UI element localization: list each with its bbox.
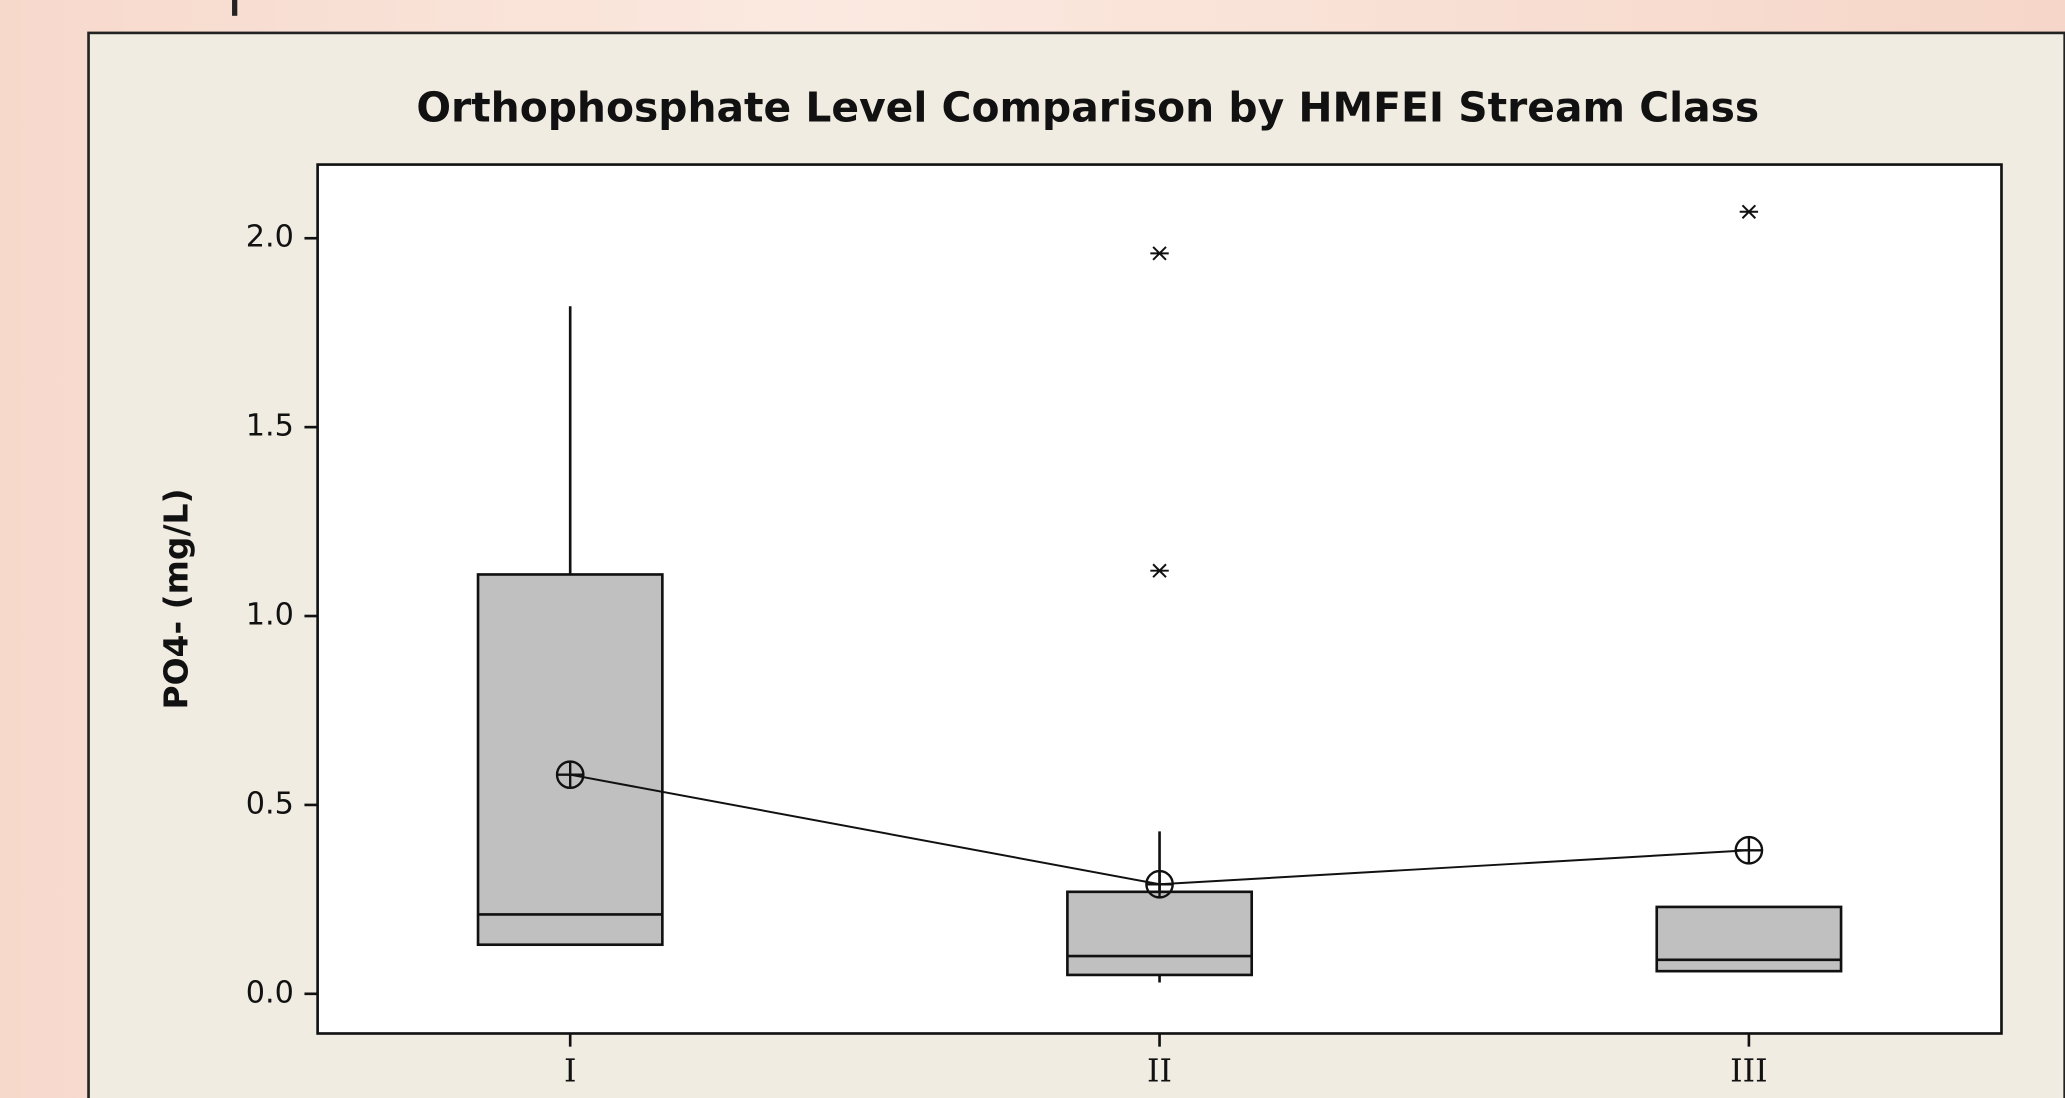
x-tick-label: I	[564, 1053, 576, 1089]
mean-marker	[1734, 835, 1764, 865]
x-tick-label: II	[1147, 1053, 1172, 1089]
y-tick-label: 0.5	[246, 786, 294, 821]
box	[1655, 905, 1843, 973]
box	[476, 573, 664, 947]
y-tick-label: 2.0	[246, 220, 294, 255]
mean-marker	[555, 760, 585, 790]
y-axis-label: PO4- (mg/L)	[157, 489, 196, 710]
y-tick-label: 1.0	[246, 598, 294, 633]
y-tick-label: 1.5	[246, 409, 294, 444]
outlier	[1739, 204, 1759, 219]
chart-title: Orthophosphate Level Comparison by HMFEI…	[416, 84, 1759, 132]
y-tick-label: 0.0	[246, 975, 294, 1010]
outlier	[1150, 246, 1169, 261]
outlier	[1150, 563, 1169, 578]
mean-marker	[1145, 869, 1174, 899]
x-tick-label: III	[1730, 1053, 1767, 1089]
box	[1066, 890, 1254, 977]
